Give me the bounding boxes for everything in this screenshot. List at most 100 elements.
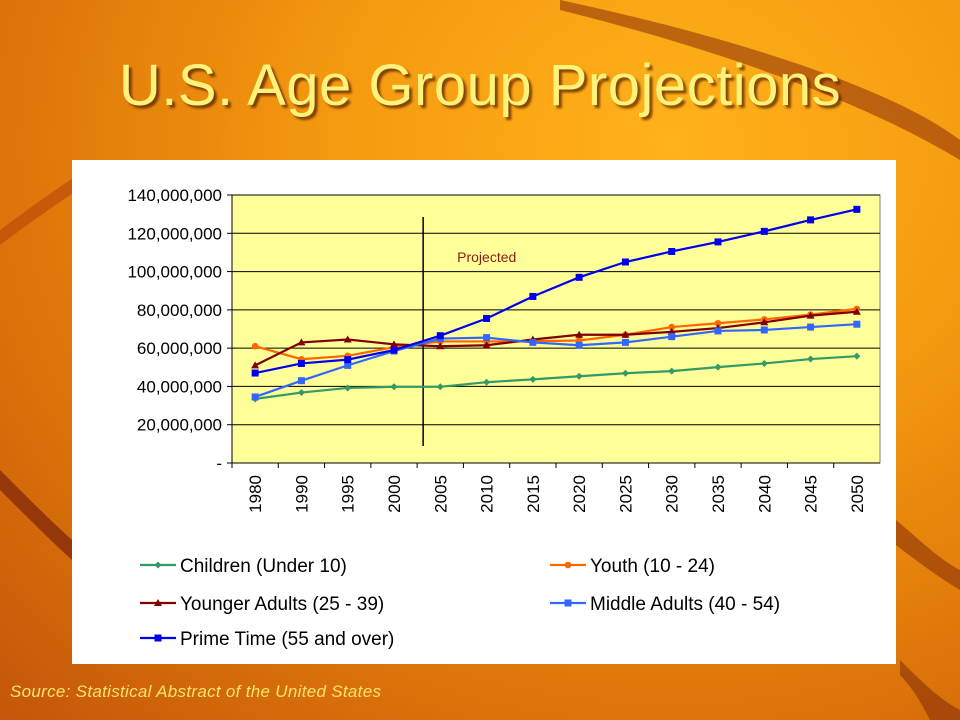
data-point [760, 326, 768, 334]
data-point [853, 205, 861, 213]
x-tick-label: 2040 [755, 475, 774, 513]
legend-item: Middle Adults (40 - 54) [550, 594, 780, 615]
x-tick-label: 2010 [478, 475, 497, 513]
x-tick-label: 2020 [570, 475, 589, 513]
x-tick-label: 2030 [663, 475, 682, 513]
data-point [575, 273, 583, 281]
data-point [436, 383, 444, 391]
data-point [529, 338, 537, 346]
data-point [760, 318, 769, 326]
data-point [853, 352, 861, 360]
data-point [344, 384, 352, 392]
legend-label: Middle Adults (40 - 54) [590, 594, 780, 615]
series-1 [251, 352, 861, 403]
data-point [668, 333, 676, 341]
data-point [621, 258, 629, 266]
line-chart: - 20,000,000 40,000,000 60,000,000 80,000,00… [127, 186, 881, 650]
legend-label: Younger Adults (25 - 39) [180, 594, 384, 615]
data-point [251, 361, 260, 369]
projected-annotation: Projected [457, 249, 516, 265]
data-point [668, 247, 676, 255]
data-point [297, 389, 305, 397]
data-point [251, 369, 259, 377]
legend-marker [564, 561, 572, 569]
series-line [254, 310, 857, 367]
y-tick-label: 20,000,000 [137, 416, 222, 435]
data-point [760, 227, 768, 235]
series-line [254, 208, 858, 375]
series-line [254, 307, 857, 361]
x-tick-label: 1990 [292, 475, 311, 513]
data-point [714, 238, 722, 246]
x-tick-label: 2015 [524, 475, 543, 513]
data-point [297, 338, 306, 346]
data-point [668, 323, 676, 331]
x-tick-label: 2025 [616, 475, 635, 513]
y-tick-label: 100,000,000 [127, 263, 222, 282]
slide-title: U.S. Age Group Projections [118, 53, 842, 118]
x-tick-label: 2035 [709, 475, 728, 513]
y-tick-label: 120,000,000 [127, 224, 222, 243]
x-tick-label: 2045 [802, 475, 821, 513]
data-point [575, 330, 584, 338]
data-point [714, 363, 722, 371]
source-caption: Source: Statistical Abstract of the Unit… [10, 682, 382, 701]
legend-marker [154, 561, 162, 569]
data-point [621, 369, 629, 377]
x-tick-label: 2000 [385, 475, 404, 513]
legend-label: Prime Time (55 and over) [180, 629, 394, 650]
data-point [390, 340, 398, 348]
data-point [436, 332, 444, 340]
data-point [575, 341, 583, 349]
series-5 [251, 205, 861, 377]
legend-marker [564, 599, 572, 607]
legend-label: Children (Under 10) [180, 556, 347, 577]
data-point [853, 320, 861, 328]
data-point [297, 377, 305, 385]
data-point [760, 359, 768, 367]
y-tick-label: 80,000,000 [137, 301, 222, 320]
data-point [807, 216, 815, 224]
data-point [714, 319, 722, 327]
x-tick-label: 1980 [246, 475, 265, 513]
data-point [390, 346, 398, 354]
legend-marker [154, 599, 162, 606]
legend-label: Youth (10 - 24) [590, 556, 715, 577]
chart-panel: - 20,000,000 40,000,000 60,000,000 80,000,00… [72, 160, 896, 664]
data-point [343, 335, 352, 343]
data-point [852, 307, 861, 315]
legend-item: Prime Time (55 and over) [140, 629, 394, 650]
legend-item: Children (Under 10) [140, 556, 347, 577]
data-point [575, 372, 583, 380]
data-point [436, 342, 445, 350]
data-point [297, 359, 305, 367]
series-line [254, 323, 857, 398]
series-line [254, 355, 857, 400]
data-point [807, 355, 815, 363]
data-point [668, 367, 676, 375]
y-tick-label: - [216, 454, 222, 473]
legend-item: Younger Adults (25 - 39) [140, 594, 384, 615]
data-point [714, 327, 722, 335]
data-point [807, 323, 815, 331]
data-point [251, 393, 259, 401]
data-point [621, 338, 629, 346]
x-tick-label: 2005 [431, 475, 450, 513]
data-point [251, 342, 259, 350]
y-tick-label: 60,000,000 [137, 339, 222, 358]
data-point [344, 356, 352, 364]
data-point [529, 292, 537, 300]
x-tick-label: 2050 [848, 475, 867, 513]
data-point [482, 341, 491, 349]
data-point [621, 330, 630, 338]
data-point [806, 311, 815, 319]
data-point [344, 361, 352, 369]
data-point [529, 375, 537, 383]
y-tick-label: 140,000,000 [127, 186, 222, 205]
data-point [667, 327, 676, 335]
data-point [483, 334, 491, 342]
data-point [483, 378, 491, 386]
data-point [483, 314, 491, 322]
data-point [390, 383, 398, 391]
x-tick-label: 1995 [339, 475, 358, 513]
